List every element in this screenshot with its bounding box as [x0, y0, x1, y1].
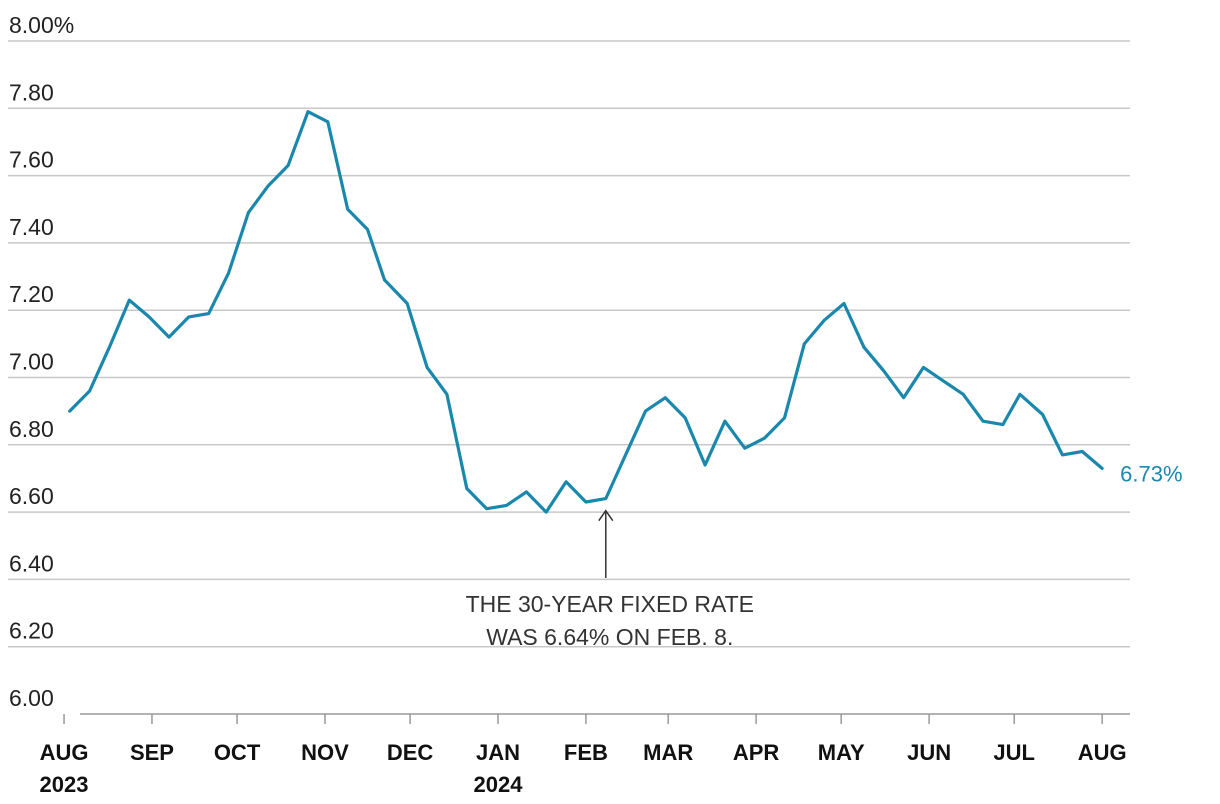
data-point — [1080, 449, 1084, 453]
data-point — [882, 369, 886, 373]
data-point — [345, 207, 349, 211]
data-point — [484, 507, 488, 511]
y-tick-label: 7.60 — [9, 147, 54, 173]
x-tick-label: AUG — [1078, 740, 1127, 765]
x-tick-label: JUL — [993, 740, 1035, 765]
annotation-text: WAS 6.64% ON FEB. 8. — [486, 624, 733, 650]
y-tick-label: 6.40 — [9, 550, 54, 576]
data-point — [107, 345, 111, 349]
data-point — [504, 503, 508, 507]
data-point — [167, 335, 171, 339]
y-axis-tick-labels: 8.00% 7.80 7.60 7.40 7.20 7.00 6.80 6.60 6.40 6.2… — [9, 12, 74, 711]
x-tick-label: MAR — [643, 740, 693, 765]
data-point — [1040, 412, 1044, 416]
data-point — [405, 301, 409, 305]
data-point — [921, 365, 925, 369]
data-point — [87, 389, 91, 393]
series: 6.73% — [68, 109, 1183, 514]
data-point — [643, 409, 647, 413]
data-point — [862, 345, 866, 349]
y-tick-label: 7.20 — [9, 281, 54, 307]
data-point — [782, 416, 786, 420]
x-year-label: 2024 — [474, 772, 524, 797]
y-tick-label: 7.00 — [9, 349, 54, 375]
data-point — [544, 510, 548, 514]
y-tick-label: 6.00 — [9, 685, 54, 711]
data-point — [187, 315, 191, 319]
x-tick-label: APR — [733, 740, 780, 765]
y-tick-label: 7.80 — [9, 79, 54, 105]
data-point — [382, 278, 386, 282]
data-point — [623, 453, 627, 457]
data-point — [365, 227, 369, 231]
data-point — [961, 392, 965, 396]
y-tick-label: 6.20 — [9, 618, 54, 644]
x-tick-label: OCT — [214, 740, 261, 765]
x-axis: AUG 2023 SEP OCT NOV DEC JAN 2024 FEB MAR APR MAY JU… — [40, 713, 1130, 797]
data-point — [1001, 422, 1005, 426]
data-point — [604, 496, 608, 500]
data-point — [465, 486, 469, 490]
data-point — [802, 342, 806, 346]
data-point — [306, 109, 310, 113]
data-point — [425, 365, 429, 369]
data-point — [822, 318, 826, 322]
x-tick-label: DEC — [387, 740, 434, 765]
y-tick-label: 6.60 — [9, 483, 54, 509]
y-tick-label: 8.00% — [9, 12, 74, 38]
series-line — [68, 110, 1104, 514]
data-point — [1100, 466, 1104, 470]
data-point — [445, 392, 449, 396]
data-point — [127, 298, 131, 302]
data-point — [68, 409, 72, 413]
data-point — [663, 395, 667, 399]
annotation-text: THE 30-YEAR FIXED RATE — [466, 591, 754, 617]
data-point — [326, 120, 330, 124]
data-point — [941, 379, 945, 383]
data-point — [246, 210, 250, 214]
data-point — [206, 311, 210, 315]
x-tick-label: AUG — [40, 740, 89, 765]
data-point — [266, 183, 270, 187]
data-point — [743, 446, 747, 450]
annotation-arrow-head — [598, 509, 614, 522]
data-point — [723, 419, 727, 423]
data-point — [901, 395, 905, 399]
data-point — [981, 419, 985, 423]
gridlines — [8, 40, 1130, 648]
end-value-label: 6.73% — [1120, 461, 1182, 486]
y-tick-label: 7.40 — [9, 214, 54, 240]
data-point — [286, 163, 290, 167]
data-point — [683, 416, 687, 420]
data-point — [762, 436, 766, 440]
data-point — [584, 500, 588, 504]
x-tick-label: FEB — [564, 740, 608, 765]
x-year-label: 2023 — [40, 772, 89, 797]
annotation: THE 30-YEAR FIXED RATE WAS 6.64% ON FEB. … — [466, 509, 754, 650]
x-tick-label: JAN — [476, 740, 520, 765]
x-tick-label: JUN — [907, 740, 951, 765]
data-point — [1060, 453, 1064, 457]
data-point — [703, 463, 707, 467]
data-point — [226, 271, 230, 275]
data-point — [1018, 392, 1022, 396]
data-point — [842, 301, 846, 305]
x-tick-label: MAY — [818, 740, 865, 765]
x-tick-label: NOV — [301, 740, 349, 765]
y-tick-label: 6.80 — [9, 416, 54, 442]
data-point — [564, 480, 568, 484]
x-tick-label: SEP — [130, 740, 174, 765]
data-point — [524, 490, 528, 494]
data-point — [147, 315, 151, 319]
